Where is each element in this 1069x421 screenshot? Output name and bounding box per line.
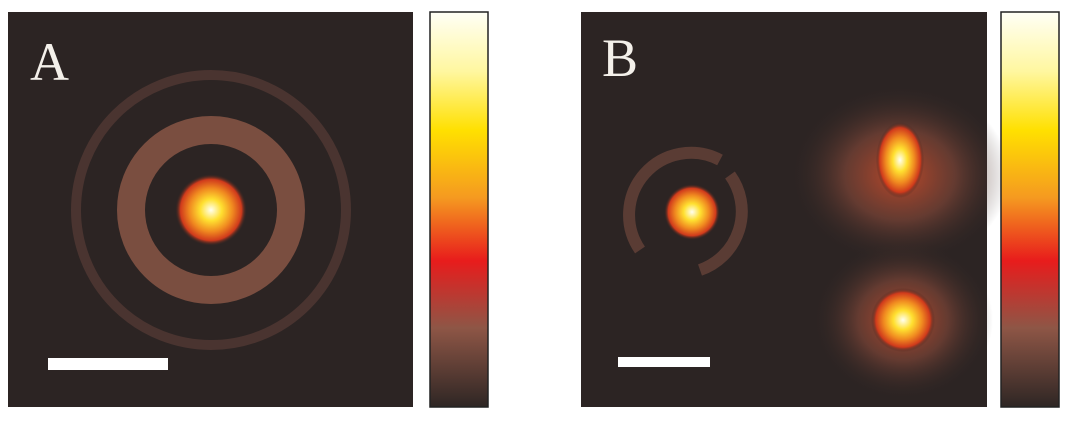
spot bbox=[664, 184, 720, 240]
colorbar bbox=[1001, 12, 1059, 407]
page: A B (() => { const data = JSON.parse(doc… bbox=[0, 0, 1069, 421]
spot bbox=[876, 122, 924, 198]
figure: A B bbox=[0, 0, 1069, 421]
spot bbox=[871, 288, 935, 352]
colorbar bbox=[430, 12, 488, 407]
panel-label: B bbox=[602, 28, 638, 88]
scale-bar bbox=[618, 357, 710, 367]
panel-label: A bbox=[30, 32, 69, 92]
scale-bar bbox=[48, 358, 168, 370]
central-spot bbox=[175, 174, 247, 246]
